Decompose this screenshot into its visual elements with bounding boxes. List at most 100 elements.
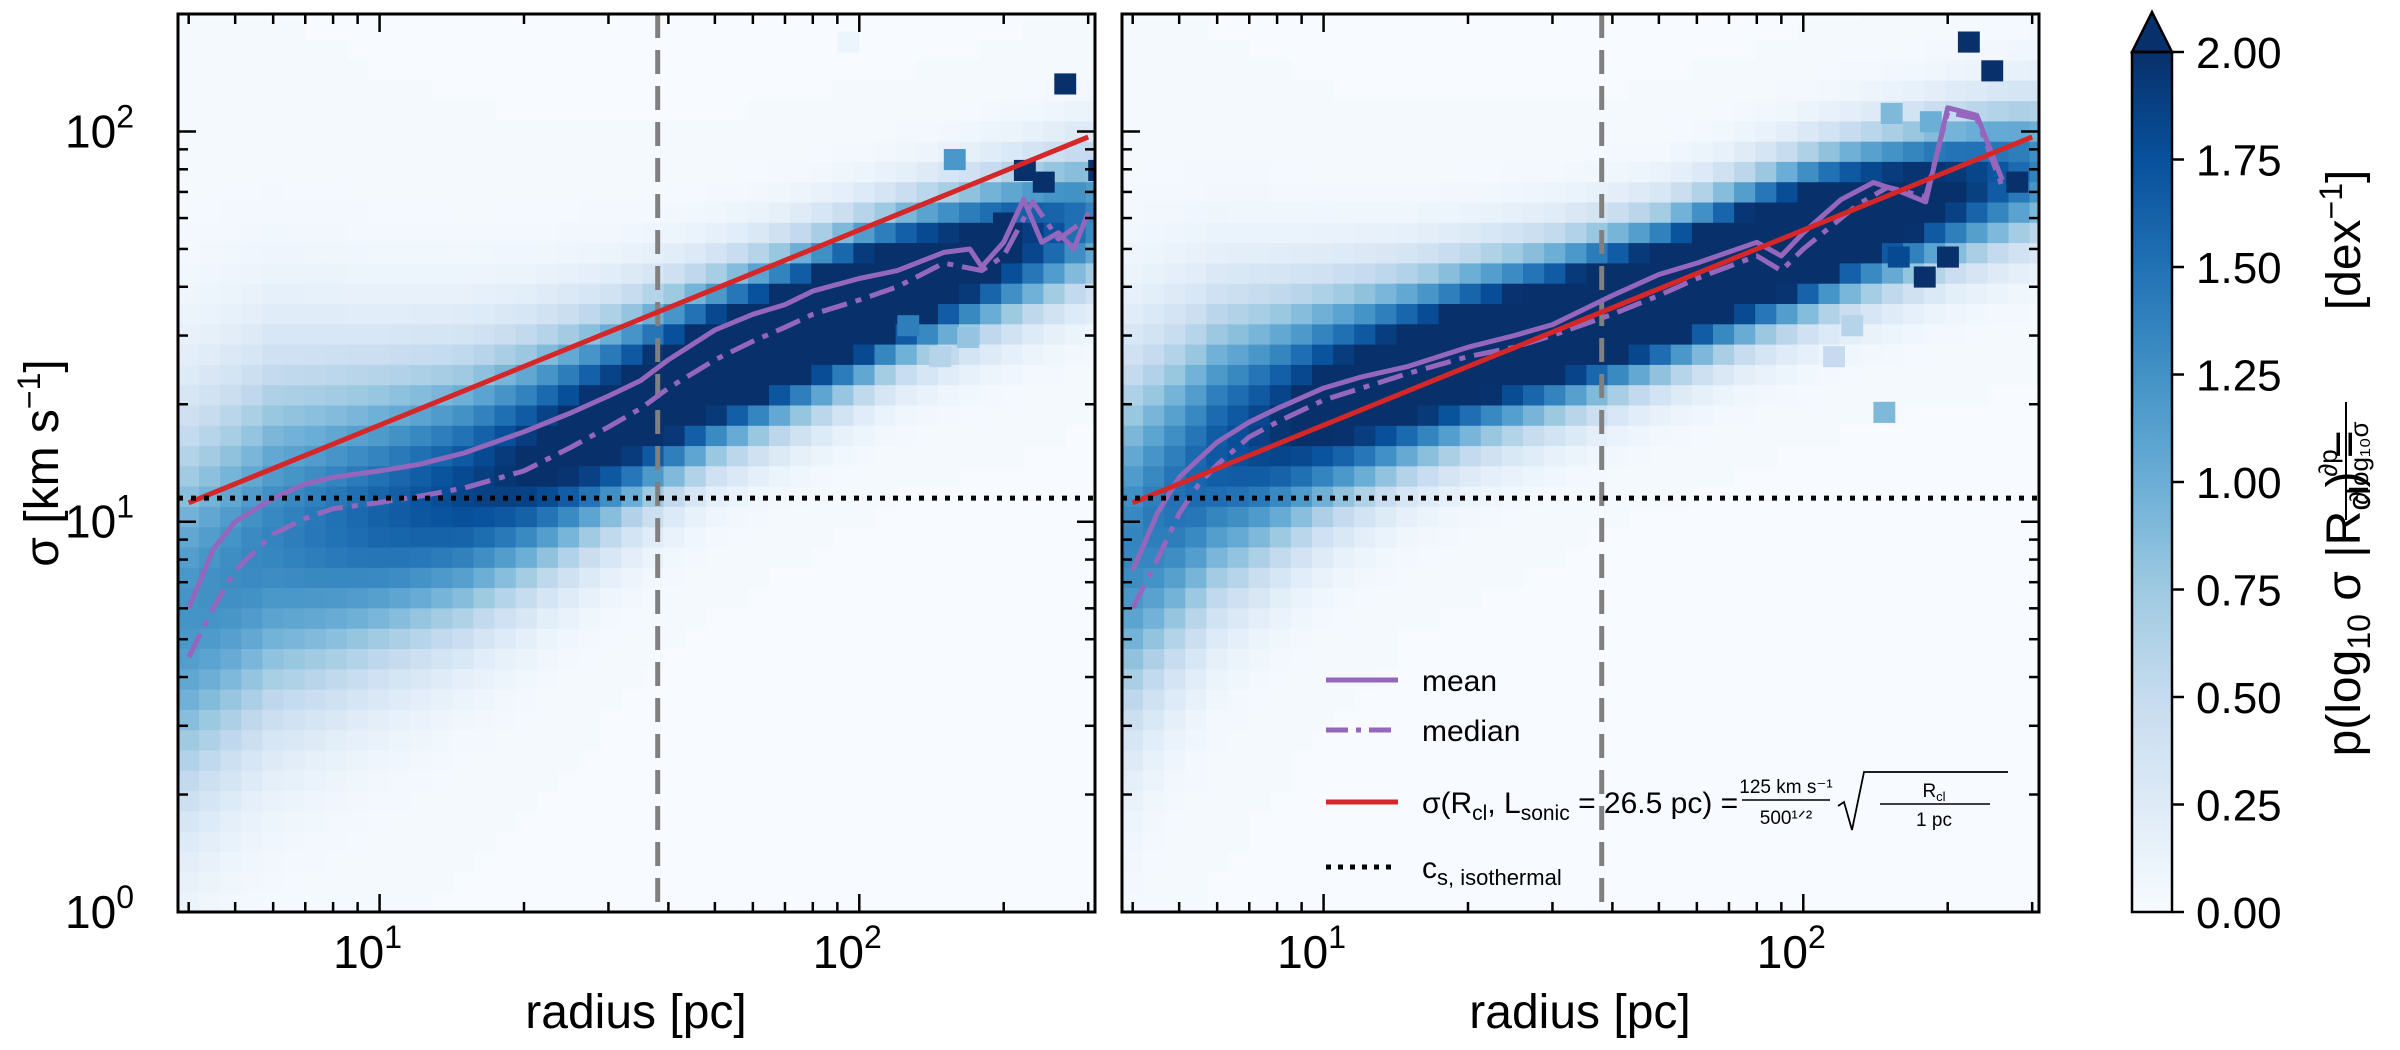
heatmap-cell	[916, 100, 939, 122]
heatmap-cell	[621, 404, 644, 426]
heatmap-cell	[431, 830, 454, 852]
heatmap-cell	[178, 39, 200, 61]
heatmap-cell	[262, 364, 285, 386]
heatmap-cell	[1354, 627, 1377, 649]
heatmap-cell	[1269, 384, 1292, 406]
heatmap-cell	[1881, 161, 1904, 183]
heatmap-cell	[621, 343, 644, 365]
heatmap-cell	[389, 871, 411, 893]
heatmap-cell	[178, 607, 200, 629]
heatmap-cell	[262, 729, 285, 751]
heatmap-cell	[241, 526, 264, 548]
heatmap-cell	[346, 343, 369, 365]
heatmap-cell	[178, 546, 200, 568]
heatmap-cell	[1354, 262, 1377, 284]
heatmap-cell	[1987, 39, 2010, 61]
heatmap-cell	[1881, 222, 1904, 244]
heatmap-cell	[241, 607, 264, 629]
heatmap-cell	[1269, 465, 1292, 487]
heatmap-cell	[874, 120, 897, 142]
heatmap-cell	[1987, 364, 2010, 386]
heatmap-cell	[1143, 871, 1165, 893]
heatmap-cell	[621, 222, 644, 244]
heatmap-cell	[663, 546, 686, 568]
heatmap-cell	[473, 567, 496, 589]
heatmap-cell	[1607, 465, 1630, 487]
heatmap-cell	[1755, 39, 1778, 61]
heatmap-cell	[1586, 181, 1609, 203]
heatmap-cell	[283, 749, 306, 771]
heatmap-cell	[1480, 425, 1503, 447]
heatmap-cell	[600, 343, 622, 365]
heatmap-cell	[621, 546, 644, 568]
heatmap-cell	[726, 384, 749, 406]
heatmap-cell	[557, 587, 580, 609]
heatmap-cell	[1290, 80, 1313, 102]
heatmap-cell	[220, 587, 243, 609]
heatmap-cell	[705, 506, 728, 528]
heatmap-cell	[346, 648, 369, 670]
heatmap-cell	[1797, 282, 1820, 304]
heatmap-cell	[1085, 323, 1095, 345]
heatmap-cell	[410, 526, 433, 548]
heatmap-cell	[1459, 120, 1482, 142]
heatmap-cell	[832, 100, 855, 122]
heatmap-cell	[1206, 222, 1229, 244]
heatmap-cell	[663, 201, 686, 223]
heatmap-cell	[178, 181, 200, 203]
heatmap-cell	[389, 343, 411, 365]
heatmap-cell	[346, 404, 369, 426]
heatmap-cell	[1143, 749, 1165, 771]
heatmap-cell	[1022, 364, 1045, 386]
heatmap-cell	[283, 181, 306, 203]
heatmap-cell	[916, 364, 939, 386]
heatmap-cell	[769, 282, 791, 304]
heatmap-cell	[368, 364, 390, 386]
heatmap-cell	[262, 59, 285, 81]
heatmap-cell	[1164, 769, 1187, 791]
heatmap-cell	[1860, 161, 1883, 183]
heatmap-cell	[1860, 343, 1883, 365]
heatmap-cell	[536, 384, 559, 406]
heatmap-cell	[220, 343, 243, 365]
heatmap-cell	[1924, 384, 1946, 406]
heatmap-cell	[325, 384, 348, 406]
heatmap-cell	[937, 282, 960, 304]
heatmap-cell	[431, 343, 454, 365]
heatmap-cell	[473, 140, 496, 162]
heatmap-cell	[1375, 627, 1398, 649]
heatmap-cell	[368, 161, 390, 183]
heatmap-cell	[1085, 404, 1095, 426]
heatmap-cell	[1312, 688, 1334, 710]
heatmap-cell	[283, 729, 306, 751]
heatmap-cell	[1164, 891, 1187, 912]
heatmap-cell	[473, 607, 496, 629]
heatmap-cell	[1501, 222, 1524, 244]
heatmap-cell	[1333, 242, 1355, 264]
heatmap-cell	[1839, 364, 1862, 386]
heatmap-cell	[1649, 465, 1672, 487]
heatmap-cell	[220, 546, 243, 568]
heatmap-cell	[494, 140, 517, 162]
heatmap-cell	[1333, 526, 1355, 548]
heatmap-cell	[811, 120, 834, 142]
heatmap-cell	[1396, 445, 1419, 467]
heatmap-cell	[959, 425, 981, 447]
heatmap-cell	[705, 181, 728, 203]
heatmap-cell	[1269, 242, 1292, 264]
heatmap-cell	[684, 140, 707, 162]
heatmap-cell	[1143, 607, 1165, 629]
heatmap-cell	[1290, 222, 1313, 244]
heatmap-cell	[1333, 140, 1355, 162]
heatmap-cell	[1523, 425, 1545, 447]
heatmap-cell	[262, 769, 285, 791]
heatmap-cell	[1022, 425, 1045, 447]
heatmap-cell	[346, 201, 369, 223]
heatmap-cell	[1649, 364, 1672, 386]
heatmap-cell	[262, 668, 285, 690]
heatmap-cell	[494, 648, 517, 670]
heatmap-cell	[1312, 140, 1334, 162]
heatmap-cell	[1860, 282, 1883, 304]
heatmap-cell	[1713, 343, 1735, 365]
heatmap-cell	[1290, 100, 1313, 122]
